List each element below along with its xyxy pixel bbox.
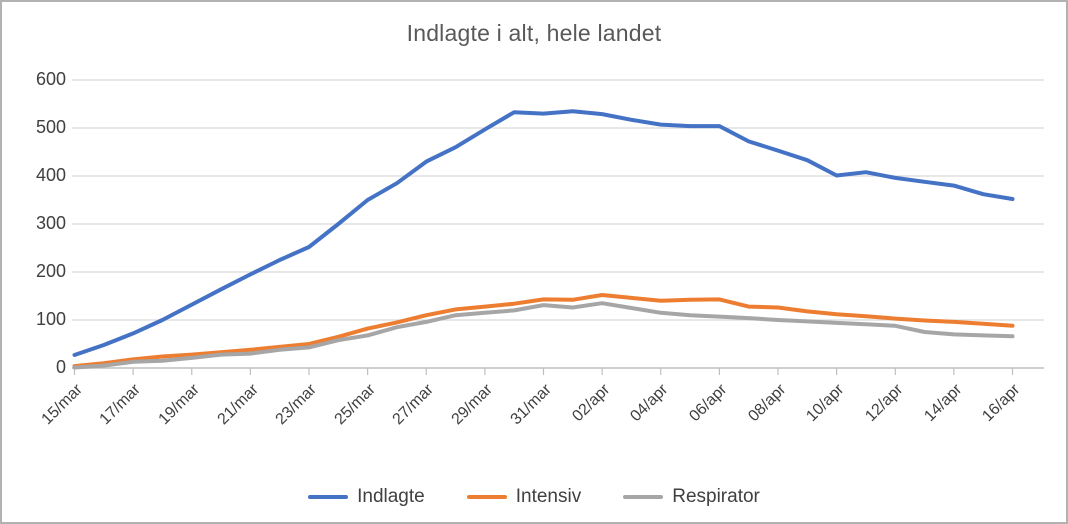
chart-legend: Indlagte Intensiv Respirator: [2, 486, 1066, 508]
legend-item-indlagte: Indlagte: [308, 486, 425, 508]
legend-line-swatch: [466, 495, 507, 499]
legend-item-intensiv: Intensiv: [466, 486, 582, 508]
legend-item-respirator: Respirator: [623, 486, 760, 508]
y-axis-tick-label: 400: [35, 165, 66, 185]
chart-title: Indlagte i alt, hele landet: [406, 20, 662, 46]
legend-label: Indlagte: [357, 486, 425, 507]
y-axis-tick-label: 0: [55, 357, 66, 377]
legend-line-swatch: [308, 495, 349, 499]
y-axis-tick-label: 300: [35, 213, 66, 233]
legend-label: Respirator: [672, 486, 760, 507]
y-axis-tick-label: 200: [35, 261, 66, 281]
series-line-intensiv: [72, 293, 1015, 369]
series-line-indlagte: [72, 109, 1015, 357]
y-axis-tick-label: 500: [35, 117, 66, 137]
legend-label: Intensiv: [515, 486, 582, 507]
y-axis-tick-label: 600: [35, 69, 66, 89]
y-axis-tick-label: 100: [35, 309, 66, 329]
legend-line-swatch: [623, 495, 664, 499]
series-line-respirator: [72, 301, 1015, 370]
